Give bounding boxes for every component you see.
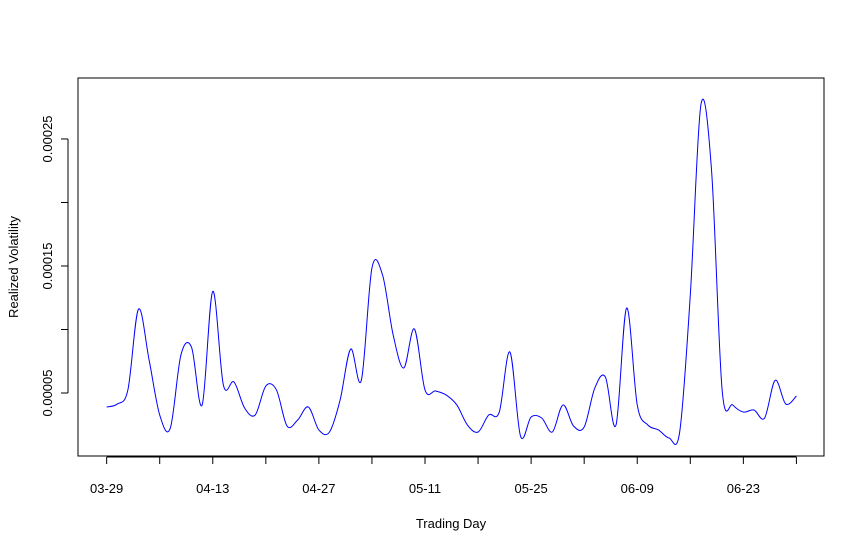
x-axis-label: Trading Day (416, 516, 487, 531)
x-tick-label: 06-09 (621, 481, 654, 496)
plot-frame (77, 77, 825, 457)
x-tick-label: 05-25 (514, 481, 547, 496)
data-line (106, 98, 797, 445)
x-tick-label: 03-29 (90, 481, 123, 496)
x-tick-label: 06-23 (727, 481, 760, 496)
x-tick-label: 05-11 (409, 481, 441, 496)
x-tick-label: 04-13 (196, 481, 229, 496)
y-tick-label: 0.00015 (40, 242, 55, 289)
x-tick-label: 04-27 (302, 481, 335, 496)
y-tick-label: 0.00005 (40, 370, 55, 417)
y-axis-label: Realized Volatility (6, 216, 21, 318)
y-tick-label: 0.00025 (40, 115, 55, 162)
